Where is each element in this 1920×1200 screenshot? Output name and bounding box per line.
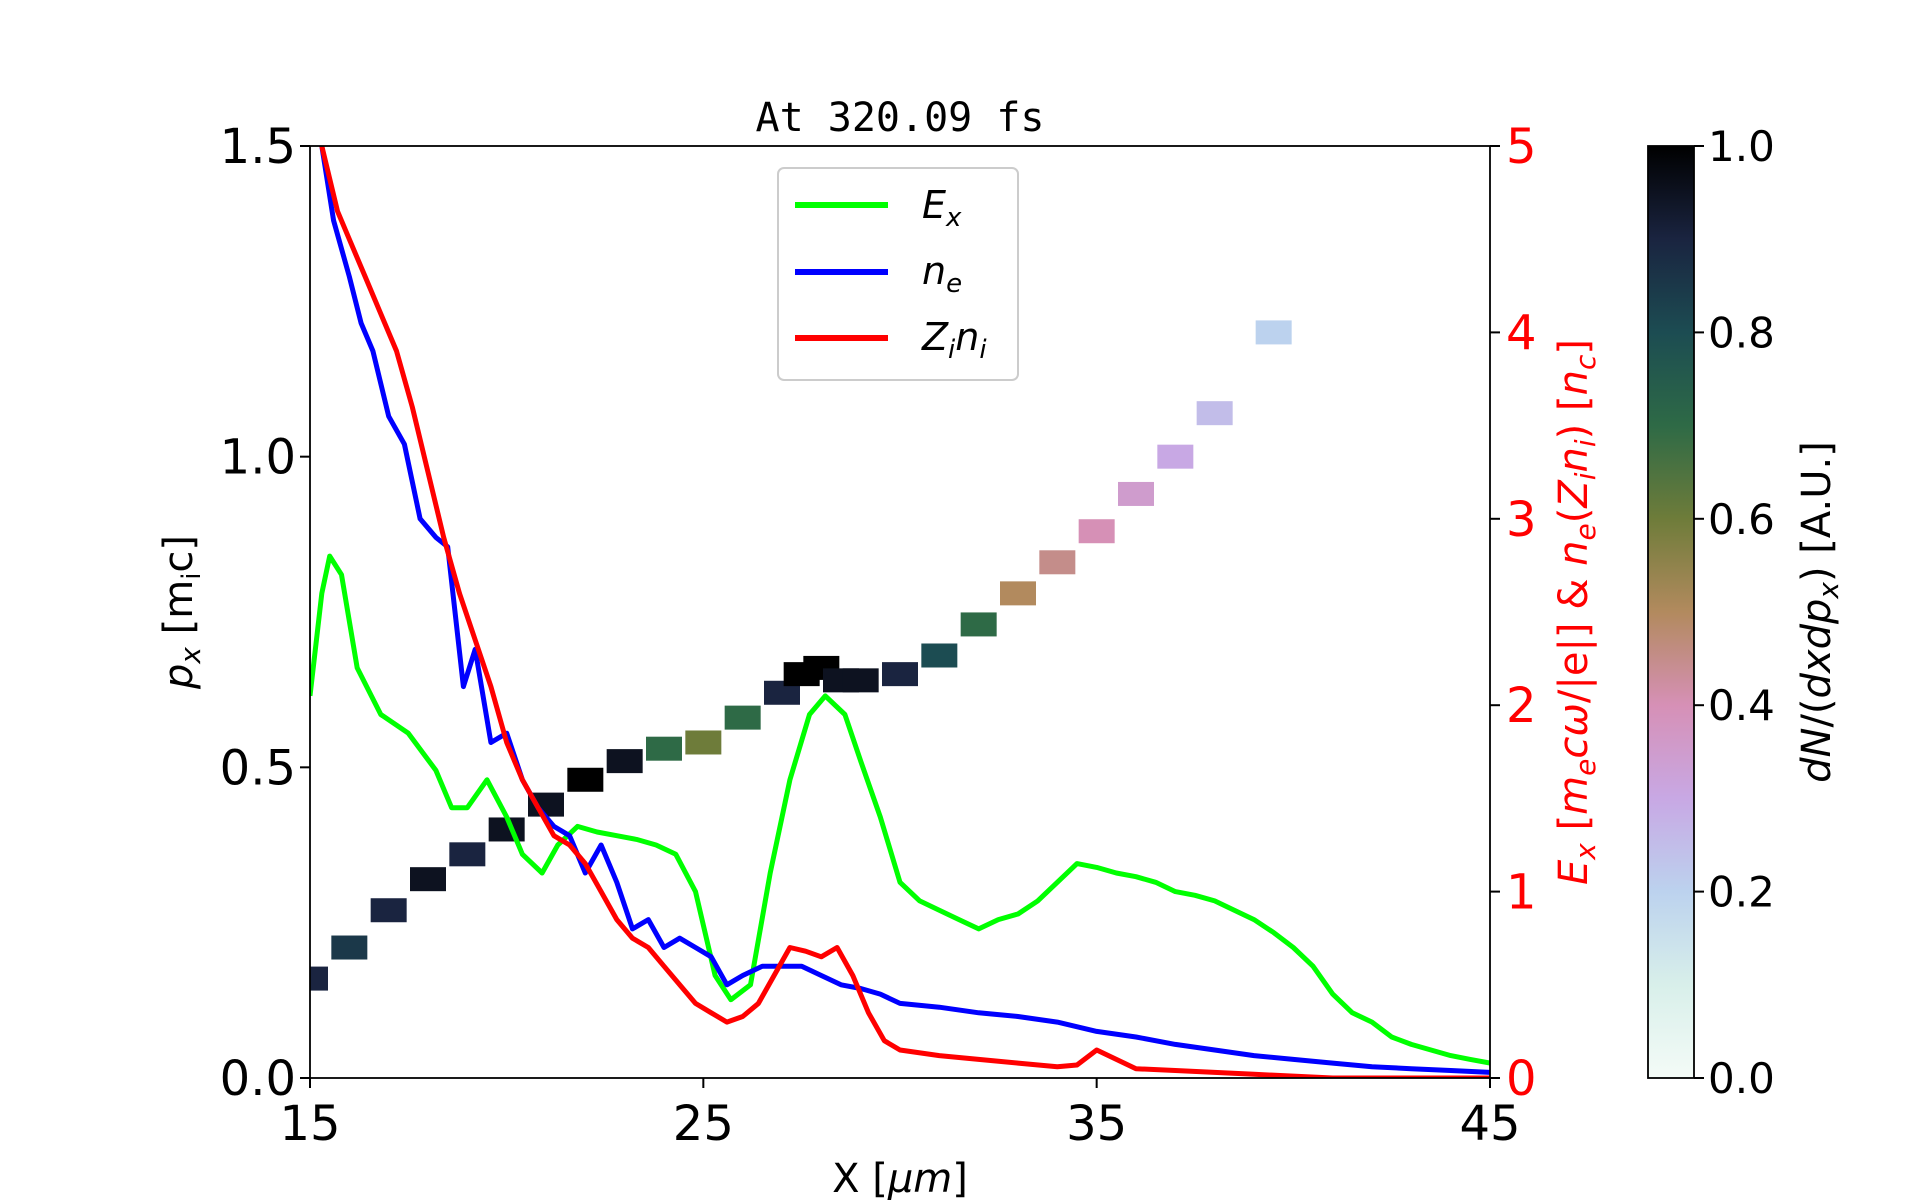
legend: Ex ne Zini [777, 167, 1019, 381]
y-right-tick-label: 2 [1506, 678, 1537, 734]
y-tick-label: 1.5 [220, 119, 296, 175]
heatmap-cell [449, 842, 486, 867]
y-right-tick-label: 4 [1506, 305, 1537, 361]
colorbar-tick-label: 0.2 [1708, 868, 1775, 917]
y-tick-label: 1.0 [220, 430, 296, 486]
y-axis-ticks: 0.0 0.5 1.0 1.5 [220, 119, 310, 1107]
y-right-tick-label: 1 [1506, 865, 1537, 921]
x-axis-label: X [μm] [832, 1156, 968, 1200]
heatmap-cell [1078, 519, 1115, 544]
series-line-zini [319, 146, 1490, 1078]
y-axis-label: px [mic] [156, 535, 207, 690]
heatmap-cell [1255, 320, 1292, 345]
heatmap-cell [310, 966, 328, 991]
series-lines [310, 146, 1490, 1078]
plot-frame [309, 145, 1491, 1079]
y-right-tick-label: 3 [1506, 492, 1537, 548]
legend-label-ex: Ex [922, 183, 962, 233]
heatmap-cell [1039, 550, 1076, 575]
heatmap-cell [331, 935, 368, 960]
x-tick-label: 15 [279, 1096, 340, 1152]
series-line-ne [319, 146, 1490, 1075]
legend-box [777, 167, 1019, 381]
heatmap-cell [1118, 481, 1154, 506]
colorbar-label: dN/(dxdpx) [A.U.] [1794, 441, 1845, 783]
heatmap-cell [370, 898, 407, 923]
x-tick-label: 45 [1459, 1096, 1520, 1152]
heatmap-cell [724, 705, 761, 730]
x-tick-label: 25 [673, 1096, 734, 1152]
colorbar-tick-label: 1.0 [1708, 122, 1775, 171]
heatmap-layer [310, 320, 1292, 991]
y-right-axis-ticks: 0 1 2 3 4 5 [1490, 119, 1537, 1107]
y-right-axis-label: Ex [mecω/|e|] & ne(Zini) [nc] [1551, 339, 1602, 885]
colorbar-tick-label: 0.0 [1708, 1054, 1775, 1103]
heatmap-cell [685, 730, 722, 755]
colorbar-tick-label: 0.6 [1708, 495, 1775, 544]
y-right-tick-label: 5 [1506, 119, 1537, 175]
colorbar-tick-label: 0.4 [1708, 681, 1775, 730]
heatmap-cell [410, 867, 446, 892]
legend-label-ne: ne [922, 249, 962, 299]
colorbar-ticks: 0.0 0.2 0.4 0.6 0.8 1.0 [1694, 122, 1775, 1103]
heatmap-cell [921, 643, 958, 668]
chart-title: At 320.09 fs [756, 95, 1045, 141]
heatmap-cell [960, 612, 997, 637]
y-tick-label: 0.5 [220, 740, 296, 796]
heatmap-cell [567, 767, 604, 792]
heatmap-cell [882, 662, 918, 687]
colorbar-tick-label: 0.8 [1708, 308, 1775, 357]
heatmap-cell [646, 736, 682, 761]
series-line-ex [310, 553, 1490, 1066]
heatmap-cell [1196, 401, 1233, 426]
colorbar [1647, 145, 1695, 1079]
y-right-tick-label: 0 [1506, 1051, 1537, 1107]
y-tick-label: 0.0 [220, 1051, 296, 1107]
x-axis-ticks: 15 25 35 45 [279, 1078, 1521, 1152]
heatmap-cell [1000, 581, 1036, 606]
heatmap-cell [606, 749, 643, 774]
heatmap-cell [842, 668, 879, 693]
x-tick-label: 35 [1066, 1096, 1127, 1152]
heatmap-cell [1157, 444, 1194, 469]
